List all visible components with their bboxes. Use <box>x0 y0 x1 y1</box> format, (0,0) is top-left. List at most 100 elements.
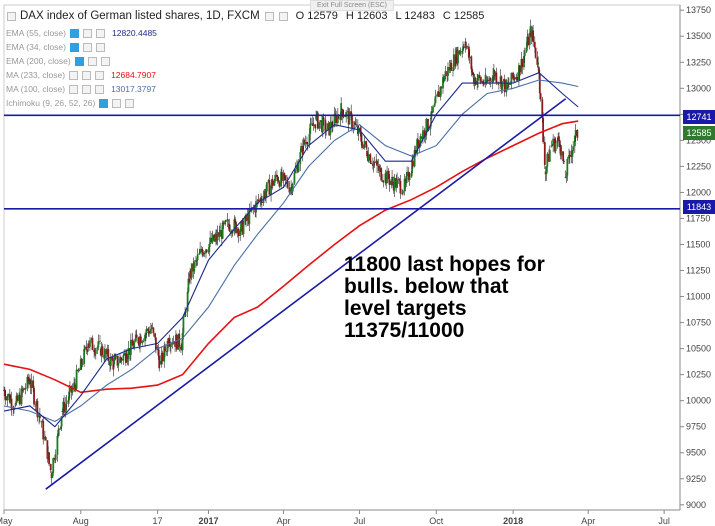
candle-body <box>278 181 281 187</box>
candle-body <box>417 140 420 143</box>
settings-icon[interactable] <box>82 84 92 94</box>
settings-icon[interactable] <box>82 70 92 80</box>
candle-body <box>54 454 57 460</box>
candle-body <box>134 334 137 342</box>
candle-body <box>333 113 336 127</box>
x-tick-label: 2018 <box>503 516 523 526</box>
legend-ma100[interactable]: MA (100, close) 13017.3797 <box>6 84 156 94</box>
visibility-icon[interactable] <box>278 11 288 21</box>
x-tick-label: 2017 <box>198 516 218 526</box>
candle-body <box>93 349 96 353</box>
candle-body <box>363 141 366 145</box>
candle-body <box>4 396 7 401</box>
settings-icon[interactable] <box>87 56 97 66</box>
close-icon[interactable] <box>95 70 105 80</box>
eye-icon[interactable] <box>70 42 79 52</box>
settings-icon[interactable] <box>83 28 92 38</box>
candle-body <box>410 173 413 178</box>
candle-body <box>466 46 469 48</box>
candle-body <box>482 83 485 85</box>
candle-body <box>195 260 198 261</box>
close-icon[interactable] <box>96 28 105 38</box>
ohlc-close: C 12585 <box>442 10 485 22</box>
candle-body <box>97 341 100 348</box>
candle-body <box>306 143 309 145</box>
candle-body <box>283 173 286 176</box>
candle-body <box>56 435 59 455</box>
eye-icon[interactable] <box>69 70 79 80</box>
candle-body <box>509 83 512 85</box>
candle-body <box>178 333 181 348</box>
candle-body <box>96 347 99 350</box>
candle-body <box>471 69 474 73</box>
candle-body <box>28 379 31 385</box>
candle-body <box>133 341 136 349</box>
candle-body <box>299 152 302 165</box>
legend-ma233[interactable]: MA (233, close) 12684.7907 <box>6 70 156 80</box>
candle-body <box>316 112 319 129</box>
eye-icon[interactable] <box>99 98 109 108</box>
candle-body <box>281 171 283 181</box>
candle-body <box>74 385 76 386</box>
settings-icon[interactable] <box>112 98 122 108</box>
candle-body <box>354 122 357 125</box>
close-icon[interactable] <box>125 98 135 108</box>
candle-body <box>536 57 539 65</box>
candle-body <box>49 464 52 471</box>
y-tick-label: 12250 <box>686 161 711 171</box>
candle-body <box>413 149 416 167</box>
collapse-icon[interactable] <box>7 11 16 21</box>
candle-body <box>32 380 35 389</box>
legend-ema34[interactable]: EMA (34, close) <box>6 40 105 54</box>
settings-icon[interactable] <box>264 11 274 21</box>
candle-body <box>245 216 247 221</box>
candle-body <box>276 174 278 178</box>
candle-body <box>195 260 197 262</box>
close-icon[interactable] <box>100 56 110 66</box>
candle-body <box>239 230 242 237</box>
legend-ema200[interactable]: EMA (200, close) <box>6 54 110 68</box>
legend-ichimoku[interactable]: Ichimoku (9, 26, 52, 26) <box>6 96 135 110</box>
candle-body <box>293 172 296 184</box>
candle-body <box>145 328 148 334</box>
legend-ema55[interactable]: EMA (55, close) 12820.4485 <box>6 28 157 38</box>
exit-fullscreen-button[interactable]: Exit Full Screen (ESC) <box>310 0 395 11</box>
candle-body <box>470 56 473 70</box>
y-tick-label: 9500 <box>686 448 706 458</box>
candle-body <box>436 94 439 97</box>
candle-body <box>382 181 385 183</box>
candle-body <box>450 62 453 71</box>
candle-body <box>112 360 115 370</box>
candle-body <box>80 359 83 366</box>
candle-body <box>442 77 444 89</box>
candle-body <box>142 340 145 342</box>
candle-body <box>123 352 126 356</box>
candle-body <box>558 140 561 148</box>
candle-body <box>26 376 29 389</box>
candle-body <box>16 395 19 401</box>
candle-body <box>289 189 292 193</box>
x-tick-label: Aug <box>73 516 89 526</box>
candle-body <box>46 440 49 459</box>
candle-body <box>462 46 465 48</box>
candle-body <box>188 278 191 283</box>
candle-body <box>209 237 212 245</box>
candle-body <box>271 179 274 186</box>
ma-line <box>3 72 579 428</box>
close-icon[interactable] <box>96 42 105 52</box>
candle-body <box>274 174 277 181</box>
candle-body <box>525 47 528 52</box>
close-icon[interactable] <box>95 84 105 94</box>
candle-body <box>367 154 370 161</box>
candle-body <box>301 145 304 155</box>
candle-body <box>321 117 324 132</box>
eye-icon[interactable] <box>74 56 84 66</box>
eye-icon[interactable] <box>69 84 79 94</box>
eye-icon[interactable] <box>70 28 79 38</box>
y-tick-label: 11750 <box>686 213 710 223</box>
settings-icon[interactable] <box>83 42 92 52</box>
candle-body <box>523 51 526 57</box>
candle-body <box>408 177 411 181</box>
